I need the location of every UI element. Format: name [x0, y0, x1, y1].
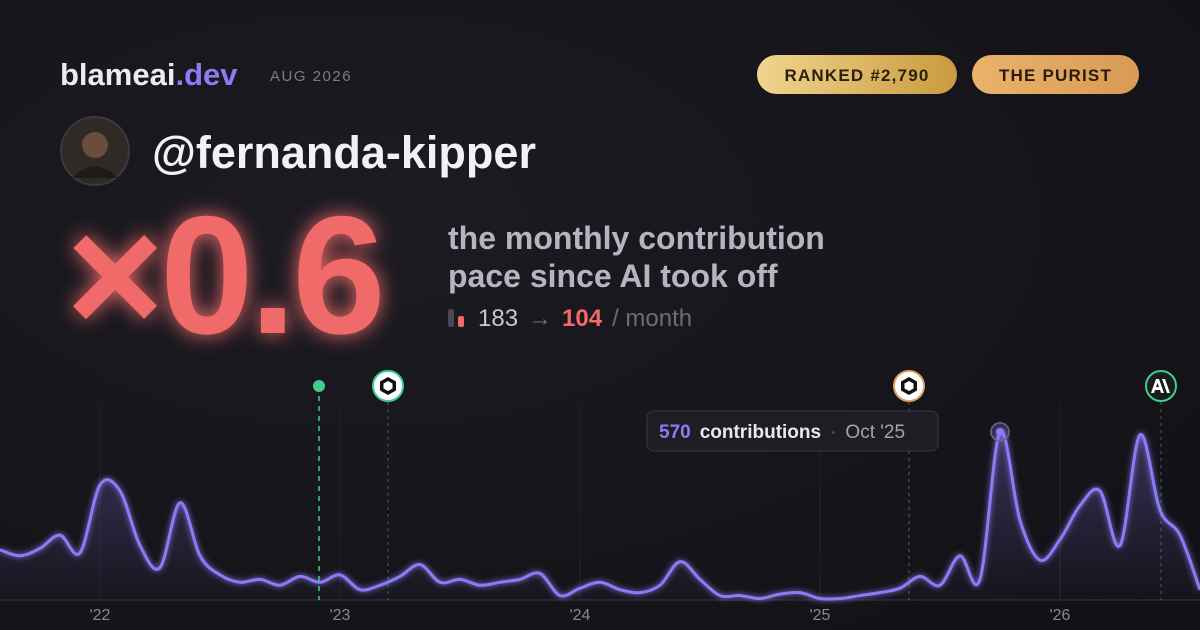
x-tick-label: '25 — [810, 607, 831, 624]
tooltip: 570 contributions · Oct '25 — [646, 410, 939, 452]
multiplier: ×0.6 — [66, 181, 382, 369]
event-icon — [372, 370, 404, 402]
event-logo — [901, 377, 917, 395]
badge — [972, 55, 1139, 94]
pace-arrow: → — [528, 305, 552, 332]
pace: 183 → 104 / month — [478, 305, 692, 332]
handle: @fernanda-kipper — [152, 127, 536, 178]
date: AUG 2026 — [270, 68, 352, 85]
avatar-body — [72, 166, 118, 178]
chart: '22 '23 '24 '25 '26 — [0, 405, 1200, 624]
pace-before: 183 — [478, 305, 518, 332]
pace-icon — [458, 316, 464, 327]
event-logo — [1151, 379, 1170, 393]
badge — [757, 55, 957, 94]
highlight-point — [996, 427, 1004, 436]
pace-icon — [448, 309, 454, 327]
event-logo — [380, 377, 396, 395]
tooltip-value: 570 — [659, 422, 691, 443]
pace-after: 104 — [562, 305, 603, 332]
tooltip-box — [646, 410, 939, 452]
event-icon — [893, 370, 925, 402]
tooltip-date: Oct '25 — [845, 422, 905, 443]
description: pace since AI took off — [448, 258, 778, 294]
event-dot — [313, 380, 325, 392]
tooltip-text: 570 contributions · Oct '25 — [659, 422, 905, 443]
x-tick-label: '22 — [90, 607, 111, 624]
tooltip-label: contributions — [700, 422, 821, 443]
avatar-face — [82, 132, 108, 158]
x-tick-label: '23 — [330, 607, 351, 624]
line — [0, 429, 1200, 601]
description: the monthly contribution — [448, 220, 825, 256]
brand-name: blameai — [60, 57, 175, 92]
pace-unit: / month — [612, 305, 692, 332]
brand-domain: .dev — [175, 57, 238, 92]
x-tick-label: '24 — [570, 607, 591, 624]
badge-label: RANKED #2,790 — [784, 66, 929, 85]
x-tick-label: '26 — [1050, 607, 1071, 624]
brand: blameai.dev — [60, 57, 238, 92]
badge-label: THE PURIST — [999, 66, 1112, 85]
area — [0, 430, 1200, 600]
